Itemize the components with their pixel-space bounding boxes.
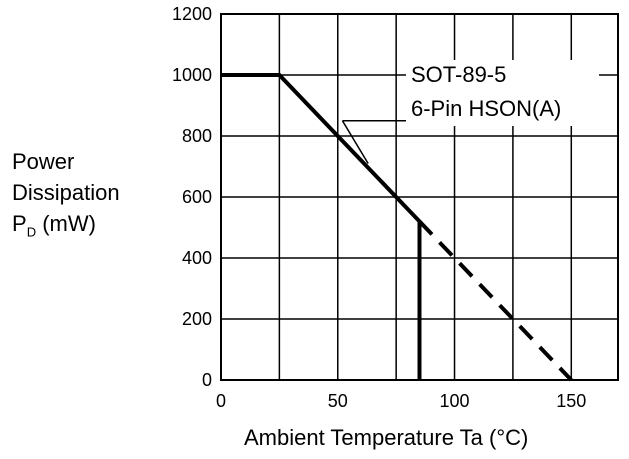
y-tick-label: 1200 bbox=[172, 4, 212, 24]
grid-lines bbox=[220, 13, 619, 381]
y-tick-label: 600 bbox=[182, 187, 212, 207]
y-tick-label: 400 bbox=[182, 248, 212, 268]
y-axis-label-line3: PD (mW) bbox=[12, 208, 120, 247]
legend-background bbox=[406, 60, 599, 126]
y-axis-label: Power Dissipation PD (mW) bbox=[12, 146, 120, 247]
plot-lines bbox=[221, 73, 573, 382]
y-tick-label: 800 bbox=[182, 126, 212, 146]
x-tick-label: 50 bbox=[328, 391, 348, 411]
y-axis-label-symbol: P bbox=[12, 211, 27, 236]
annotation-6-pin-hson: 6-Pin HSON(A) bbox=[411, 96, 561, 121]
y-axis-label-subscript: D bbox=[26, 224, 37, 240]
tick-labels: 0 200 400 600 800 1000 1200 0 50 100 150 bbox=[172, 4, 586, 411]
annotation-leader-line bbox=[341, 120, 369, 164]
x-tick-label: 100 bbox=[440, 391, 470, 411]
y-tick-label: 0 bbox=[202, 370, 212, 390]
annotations: SOT-89-5 6-Pin HSON(A) bbox=[411, 62, 561, 121]
y-axis-label-line1: Power bbox=[12, 149, 75, 174]
annotation-sot-89-5: SOT-89-5 bbox=[411, 62, 506, 87]
y-axis-label-line2: Dissipation bbox=[12, 180, 120, 205]
y-tick-label: 1000 bbox=[172, 65, 212, 85]
series-line-0 bbox=[221, 73, 422, 380]
x-tick-label: 150 bbox=[556, 391, 586, 411]
series-line-1 bbox=[418, 220, 573, 382]
y-tick-label: 200 bbox=[182, 309, 212, 329]
y-axis-label-unit: (mW) bbox=[42, 211, 96, 236]
x-axis-label: Ambient Temperature Ta (°C) bbox=[244, 425, 529, 450]
x-tick-label: 0 bbox=[216, 391, 226, 411]
